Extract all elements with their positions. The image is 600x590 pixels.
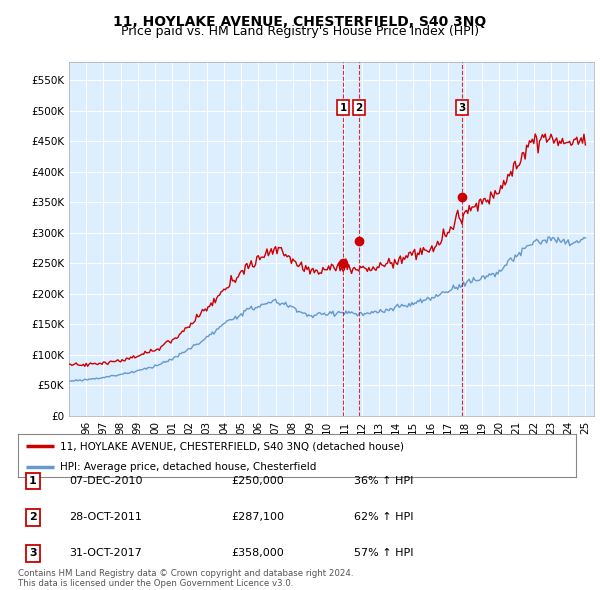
Text: £358,000: £358,000 <box>231 549 284 558</box>
Text: 07-DEC-2010: 07-DEC-2010 <box>69 476 143 486</box>
Text: 11, HOYLAKE AVENUE, CHESTERFIELD, S40 3NQ (detached house): 11, HOYLAKE AVENUE, CHESTERFIELD, S40 3N… <box>60 441 404 451</box>
Text: 2: 2 <box>355 103 362 113</box>
Text: Contains HM Land Registry data © Crown copyright and database right 2024.
This d: Contains HM Land Registry data © Crown c… <box>18 569 353 588</box>
Text: Price paid vs. HM Land Registry's House Price Index (HPI): Price paid vs. HM Land Registry's House … <box>121 25 479 38</box>
Text: 36% ↑ HPI: 36% ↑ HPI <box>354 476 413 486</box>
Text: 1: 1 <box>29 476 37 486</box>
Text: 57% ↑ HPI: 57% ↑ HPI <box>354 549 413 558</box>
Text: £250,000: £250,000 <box>231 476 284 486</box>
Text: 2: 2 <box>29 513 37 522</box>
Text: 31-OCT-2017: 31-OCT-2017 <box>69 549 142 558</box>
Text: £287,100: £287,100 <box>231 513 284 522</box>
Text: 3: 3 <box>458 103 466 113</box>
Text: 3: 3 <box>29 549 37 558</box>
Text: 11, HOYLAKE AVENUE, CHESTERFIELD, S40 3NQ: 11, HOYLAKE AVENUE, CHESTERFIELD, S40 3N… <box>113 15 487 29</box>
Text: 1: 1 <box>340 103 347 113</box>
Text: HPI: Average price, detached house, Chesterfield: HPI: Average price, detached house, Ches… <box>60 463 316 473</box>
Text: 62% ↑ HPI: 62% ↑ HPI <box>354 513 413 522</box>
Text: 28-OCT-2011: 28-OCT-2011 <box>69 513 142 522</box>
